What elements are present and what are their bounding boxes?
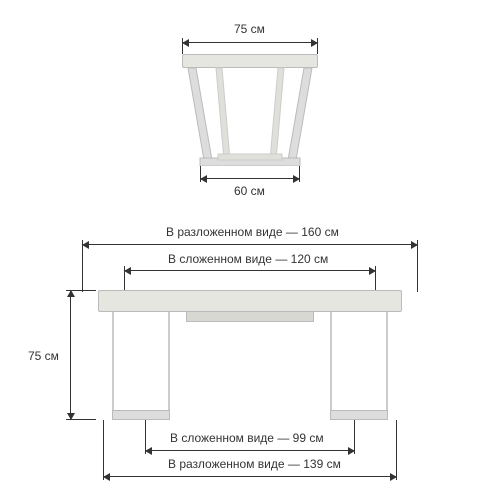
arrow — [124, 267, 131, 275]
front-view-drawer — [186, 312, 314, 322]
front-extended-width-label: В разложенном виде — 160 см — [166, 225, 339, 239]
tick — [375, 266, 376, 290]
tick — [182, 38, 183, 54]
tick — [124, 266, 125, 290]
front-folded-leg-dim-line — [145, 450, 355, 451]
front-height-dim-line — [70, 290, 71, 420]
front-folded-leg-label: В сложенном виде — 99 см — [170, 431, 324, 445]
side-top-width-label: 75 см — [234, 22, 265, 36]
tick — [200, 166, 201, 182]
front-view-tabletop — [98, 290, 402, 312]
tick — [103, 420, 104, 480]
arrow — [103, 473, 110, 481]
front-ext-leg-dim-line — [103, 476, 397, 477]
front-folded-width-label: В сложенном виде — 120 см — [168, 252, 328, 266]
side-view-legs — [182, 54, 318, 166]
front-ext-dim-line — [82, 244, 418, 245]
front-extended-leg-label: В разложенном виде — 139 см — [168, 457, 341, 471]
arrow — [82, 241, 89, 249]
tick — [145, 420, 146, 454]
arrow — [67, 290, 75, 297]
tick — [66, 290, 96, 291]
front-view-drawing — [98, 290, 402, 420]
side-top-dim-line — [182, 42, 318, 43]
front-height-label: 75 см — [28, 349, 59, 363]
tick — [66, 419, 96, 420]
tick — [354, 420, 355, 454]
tick — [317, 38, 318, 54]
arrow — [182, 39, 189, 47]
side-bottom-dim-line — [200, 178, 300, 179]
side-view-drawing — [182, 54, 318, 166]
front-view-leg-left — [112, 312, 170, 420]
tick — [396, 420, 397, 480]
tick — [299, 166, 300, 182]
tick — [82, 240, 83, 292]
front-view-leg-right — [330, 312, 388, 420]
tick — [417, 240, 418, 292]
arrow — [200, 175, 207, 183]
front-folded-dim-line — [124, 270, 376, 271]
arrow — [145, 447, 152, 455]
side-bottom-width-label: 60 см — [234, 184, 265, 198]
